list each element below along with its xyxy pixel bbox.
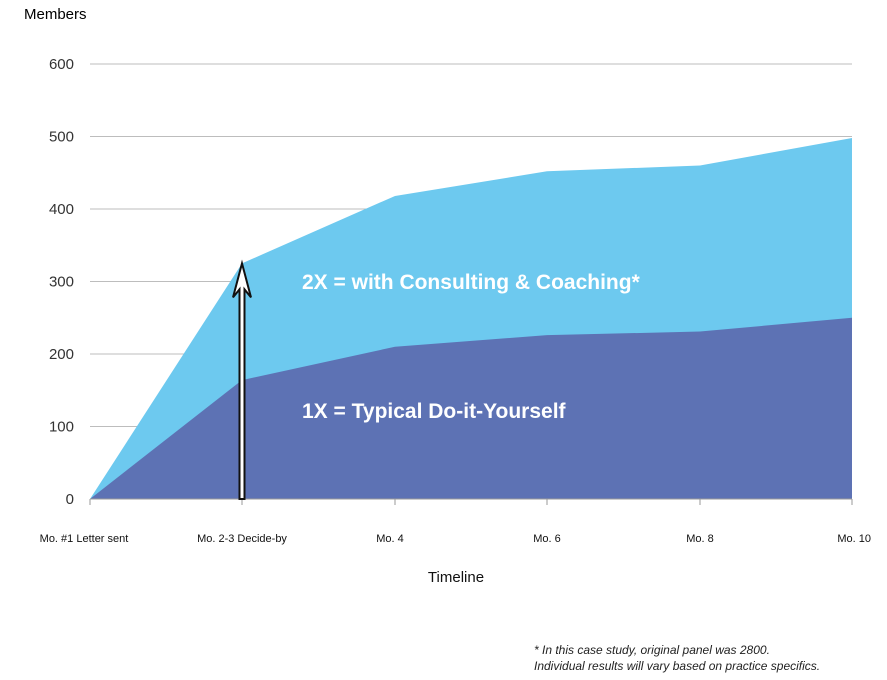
- x-tick-label: Mo. 8: [686, 533, 714, 545]
- footnote: * In this case study, original panel was…: [534, 642, 879, 674]
- y-tick-label: 500: [49, 129, 74, 146]
- y-tick-label: 100: [49, 419, 74, 436]
- footnote-line-1: * In this case study, original panel was…: [534, 643, 770, 657]
- y-tick-label: 600: [49, 56, 74, 73]
- x-tick-label: Mo. #1 Letter sent: [40, 533, 129, 545]
- series-label-diy: 1X = Typical Do-it-Yourself: [302, 400, 567, 423]
- x-axis-ticks: Mo. #1 Letter sent Mo. 2-3 Decide-by Mo. 4…: [40, 533, 871, 545]
- x-axis-label: Timeline: [428, 569, 484, 586]
- area-series-0: [90, 317, 852, 499]
- y-axis-ticks: 0 100 200 300 400 500 600: [49, 56, 74, 508]
- y-tick-label: 400: [49, 201, 74, 218]
- y-axis-label: Members: [24, 6, 87, 23]
- y-tick-label: 300: [49, 274, 74, 291]
- annotation-arrow: [232, 259, 252, 500]
- y-tick-label: 200: [49, 346, 74, 363]
- y-tick-label: 0: [66, 491, 74, 508]
- x-tick-label: Mo. 4: [376, 533, 404, 545]
- x-tick-label: Mo. 10: [837, 533, 871, 545]
- footnote-line-2: Individual results will vary based on pr…: [534, 659, 821, 673]
- x-tick-label: Mo. 2-3 Decide-by: [197, 533, 287, 545]
- area-series: [89, 137, 853, 505]
- x-tick-label: Mo. 6: [533, 533, 561, 545]
- series-label-consulting: 2X = with Consulting & Coaching*: [302, 271, 641, 294]
- arrow-up-icon: [232, 259, 252, 500]
